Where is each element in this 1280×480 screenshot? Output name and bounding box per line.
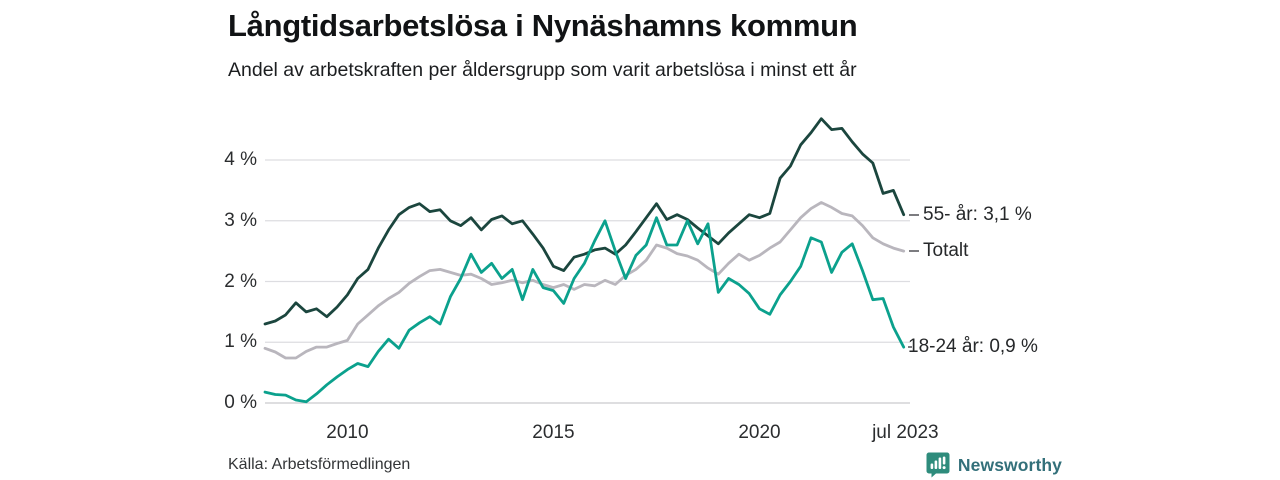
chart-subtitle: Andel av arbetskraften per åldersgrupp s… (228, 59, 857, 81)
series-end-label-Totalt: Totalt (923, 240, 969, 262)
y-tick-label: 4 % (224, 149, 257, 170)
series-line-Totalt (263, 201, 906, 360)
x-tick-label: 2010 (326, 422, 369, 443)
x-tick-label: jul 2023 (872, 422, 939, 443)
series-end-label-55-r: 55- år: 3,1 % (923, 203, 1032, 225)
newsworthy-bubble-barchart-icon (926, 452, 950, 478)
series-line-18-24-r (263, 216, 906, 404)
series-line-55-r (263, 117, 906, 326)
label-connector (909, 250, 919, 253)
series-end-label-18-24-r: 18-24 år: 0,9 % (908, 336, 1038, 358)
y-tick-label: 0 % (224, 392, 257, 413)
y-tick-label: 1 % (224, 331, 257, 353)
brand-name: Newsworthy (957, 454, 1062, 475)
label-connector (909, 213, 919, 216)
y-tick-label: 2 % (224, 270, 257, 292)
y-tick-label: 3 % (224, 209, 257, 231)
label-connector (908, 346, 912, 349)
x-tick-label: 2015 (532, 422, 575, 443)
x-tick-label: 2020 (738, 422, 781, 443)
newsworthy-logo[interactable]: Newsworthy (926, 452, 1062, 478)
page-title: Långtidsarbetslösa i Nynäshamns kommun (228, 8, 858, 43)
source-note: Källa: Arbetsförmedlingen (228, 456, 411, 473)
